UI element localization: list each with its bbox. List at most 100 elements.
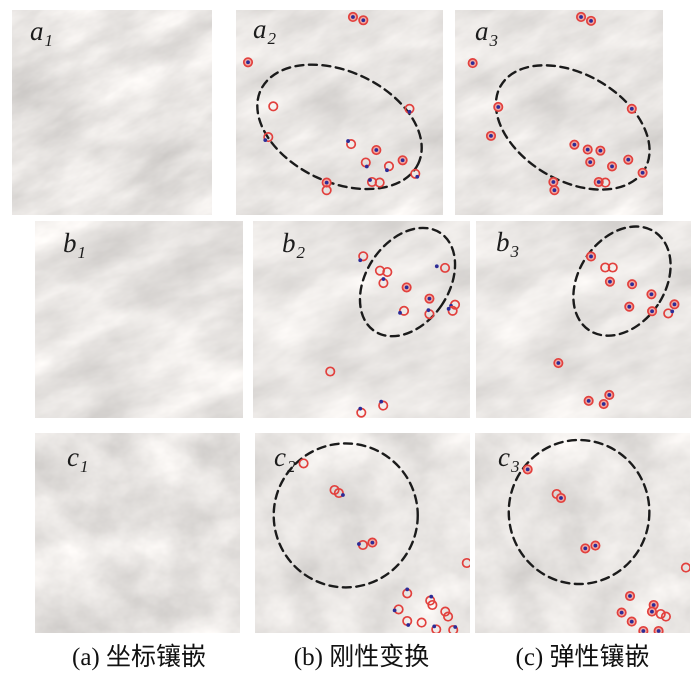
- tissue-texture: [255, 433, 470, 633]
- feature-marker-pair: [358, 251, 369, 263]
- feature-marker-pair: [356, 406, 367, 418]
- feature-marker-ring: [443, 611, 454, 622]
- panel-label-letter: b: [496, 227, 510, 257]
- region-of-interest-dashed-ellipse: [272, 442, 419, 589]
- panel-label-letter: c: [67, 442, 79, 472]
- feature-marker-dot: [646, 606, 657, 617]
- feature-marker-dot: [493, 101, 504, 113]
- panel-label-subscript: 1: [79, 457, 89, 476]
- feature-marker-dot: [582, 144, 593, 155]
- feature-marker-dot: [555, 492, 567, 504]
- feature-marker-dot: [367, 537, 378, 548]
- panel-label-c3: c3: [498, 442, 519, 476]
- feature-marker-pair: [263, 132, 274, 143]
- feature-marker-dot: [598, 398, 609, 410]
- panel-label-letter: c: [498, 442, 510, 472]
- feature-marker-ring: [655, 608, 666, 620]
- feature-marker-dot: [358, 15, 369, 26]
- feature-marker-pair: [378, 277, 389, 289]
- panel-label-b3: b3: [496, 227, 520, 261]
- panel-label-c2: c2: [274, 444, 296, 476]
- panel-label-subscript: 1: [77, 243, 87, 262]
- panel-c3: [475, 433, 690, 633]
- panel-label-subscript: 1: [44, 31, 54, 50]
- feature-marker-dot: [647, 306, 658, 317]
- feature-marker-dot: [626, 616, 637, 627]
- tissue-texture: [475, 433, 690, 633]
- feature-marker-dot: [549, 185, 560, 196]
- panel-label-subscript: 2: [286, 457, 296, 476]
- tissue-texture: [476, 221, 691, 418]
- feature-marker-ring: [374, 177, 385, 188]
- feature-marker-ring: [660, 611, 671, 622]
- region-of-interest-dashed-ellipse: [507, 438, 651, 586]
- feature-marker-dot: [553, 357, 564, 369]
- feature-marker-ring: [607, 262, 618, 273]
- panel-b1: [35, 221, 243, 418]
- panel-label-subscript: 2: [267, 29, 277, 48]
- feature-marker-pair: [431, 624, 442, 633]
- panel-label-subscript: 3: [510, 242, 520, 261]
- feature-marker-dot: [595, 145, 606, 156]
- feature-marker-ring: [600, 177, 611, 188]
- feature-marker-pair: [383, 161, 395, 173]
- tissue-texture: [35, 221, 243, 418]
- feature-marker-dot: [575, 11, 587, 23]
- feature-marker-dot: [637, 167, 648, 178]
- feature-marker-dot: [646, 289, 657, 300]
- feature-marker-pair: [402, 587, 413, 599]
- tissue-texture: [455, 10, 663, 215]
- feature-marker-dot: [669, 299, 680, 310]
- feature-marker-dot: [627, 279, 638, 290]
- caption-a: (a) 坐标镶嵌: [72, 644, 206, 671]
- feature-marker-dot: [653, 625, 664, 633]
- panel-label-letter: b: [63, 228, 77, 258]
- feature-marker-ring: [325, 366, 336, 377]
- feature-marker-pair: [346, 139, 357, 150]
- feature-marker-dot: [606, 161, 618, 172]
- feature-marker-pair: [392, 604, 404, 615]
- tissue-texture: [236, 10, 443, 215]
- caption-b: (b) 刚性变换: [293, 644, 430, 671]
- feature-marker-dot: [242, 57, 254, 68]
- feature-marker-dot: [638, 625, 649, 633]
- panel-label-subscript: 3: [489, 31, 499, 50]
- feature-marker-dot: [347, 11, 359, 23]
- feature-marker-ring: [268, 101, 279, 112]
- feature-marker-pair: [378, 399, 389, 411]
- feature-marker-dot: [522, 464, 533, 475]
- feature-marker-dot: [485, 130, 497, 141]
- panel-a3: [455, 10, 663, 215]
- feature-marker-ring: [440, 606, 451, 617]
- feature-marker-dot: [467, 58, 478, 69]
- feature-marker-ring: [382, 266, 393, 278]
- feature-marker-dot: [371, 144, 382, 156]
- panel-label-letter: a: [475, 16, 489, 46]
- panel-label-b1: b1: [63, 228, 87, 262]
- feature-marker-pair: [360, 157, 371, 169]
- feature-marker-bluedot: [341, 493, 345, 497]
- feature-marker-dot: [626, 103, 637, 114]
- feature-marker-pair: [398, 305, 410, 316]
- panel-label-letter: a: [30, 16, 44, 46]
- feature-marker-ring: [427, 599, 438, 611]
- feature-marker-dot: [580, 543, 591, 554]
- panel-a1: [12, 10, 212, 215]
- feature-marker-dot: [616, 607, 627, 618]
- panel-label-letter: a: [253, 14, 267, 44]
- region-of-interest-dashed-ellipse: [358, 226, 457, 338]
- feature-marker-dot: [583, 395, 594, 406]
- feature-marker-dot: [548, 176, 559, 188]
- panel-b2: [253, 221, 470, 418]
- feature-marker-dot: [623, 154, 634, 165]
- panel-a2: [236, 10, 443, 215]
- feature-marker-dot: [604, 389, 615, 401]
- feature-marker-pair: [448, 624, 459, 633]
- panel-b3: [476, 221, 691, 418]
- feature-marker-dot: [585, 15, 597, 26]
- feature-marker-dot: [585, 157, 596, 168]
- feature-marker-dot: [424, 293, 435, 304]
- caption-c: (c) 弹性镶嵌: [515, 644, 650, 671]
- feature-marker-pair: [357, 539, 368, 551]
- feature-marker-pair: [404, 103, 415, 114]
